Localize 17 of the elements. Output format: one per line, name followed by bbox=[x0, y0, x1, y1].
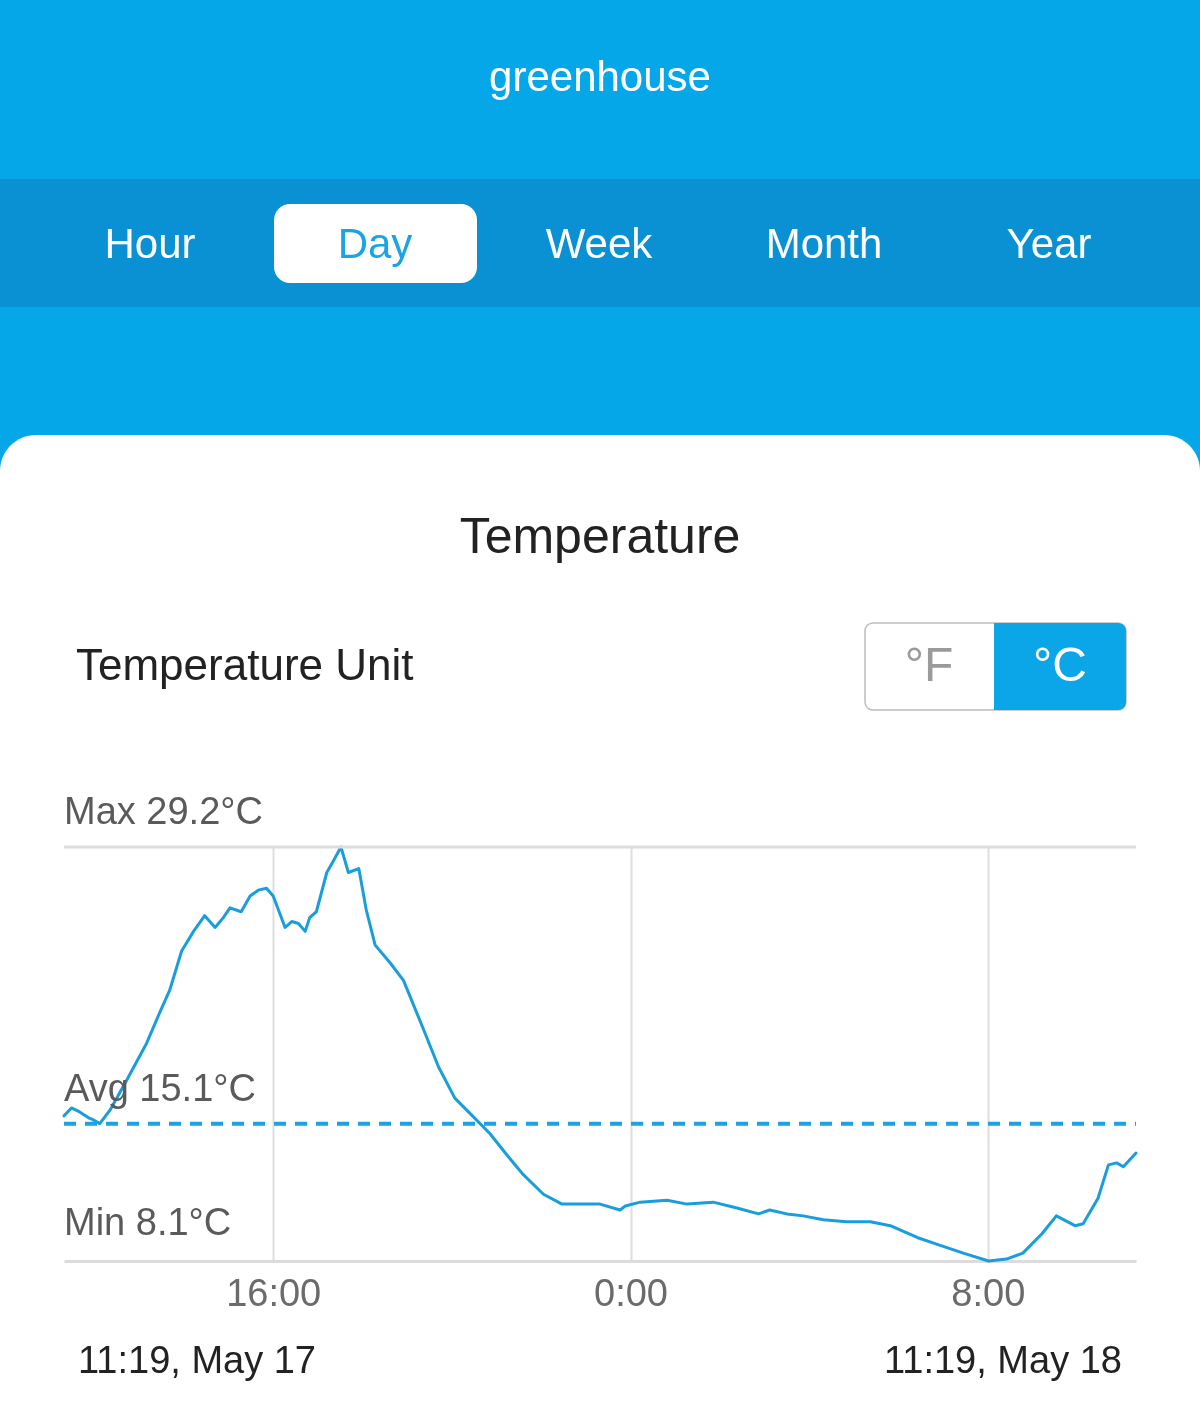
text: greenhouse bbox=[489, 53, 711, 100]
text: 11:19, May 17 bbox=[78, 1339, 317, 1381]
annotation: Min 8.1°C bbox=[64, 1201, 232, 1243]
text: °C bbox=[1033, 638, 1087, 691]
x-tick-label: 16:00 bbox=[226, 1271, 322, 1314]
text: Day bbox=[337, 220, 413, 267]
text: Month bbox=[765, 220, 883, 267]
text: 11:19, May 18 bbox=[883, 1339, 1122, 1381]
chart-title: Temperature bbox=[459, 508, 741, 564]
x-tick-label: 8:00 bbox=[951, 1271, 1026, 1314]
text: Year bbox=[1006, 220, 1092, 267]
text: Temperature Unit bbox=[76, 640, 414, 689]
text: °F bbox=[904, 638, 954, 691]
ref-line-label: Max 29.2°C bbox=[64, 790, 263, 832]
text: Hour bbox=[104, 220, 196, 267]
x-tick-label: 0:00 bbox=[594, 1271, 669, 1314]
text: Week bbox=[545, 220, 654, 267]
